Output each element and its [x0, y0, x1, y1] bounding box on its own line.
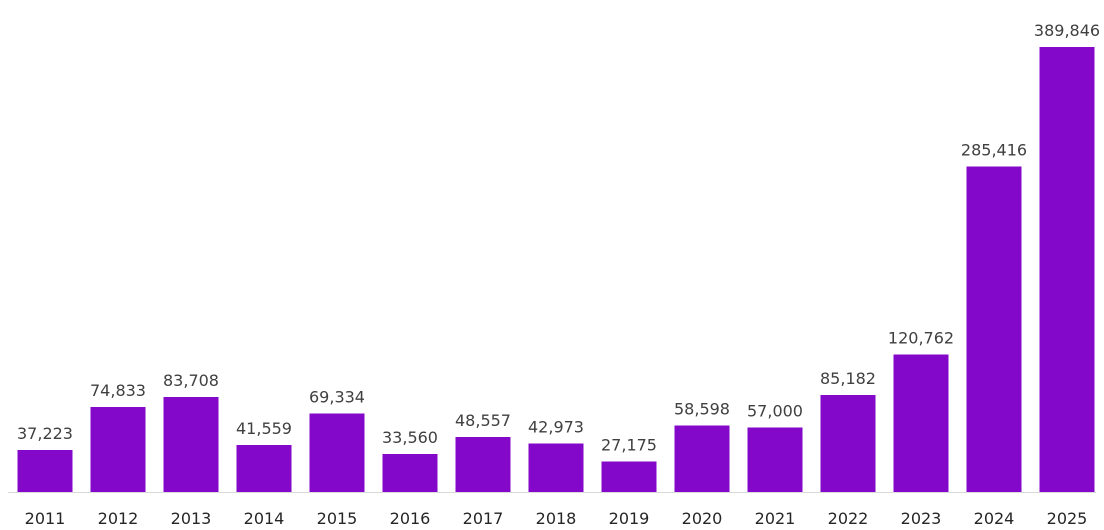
- bar-2013: [163, 396, 219, 493]
- value-label-2011: 37,223: [17, 424, 73, 443]
- x-tick-label-2012: 2012: [98, 509, 139, 528]
- x-tick-label-2025: 2025: [1047, 509, 1088, 528]
- bar-2011: [17, 450, 73, 493]
- bars-group: [17, 47, 1095, 493]
- value-label-2015: 69,334: [309, 387, 365, 406]
- x-tick-label-2022: 2022: [828, 509, 869, 528]
- x-tick-label-2024: 2024: [974, 509, 1015, 528]
- bar-2021: [747, 427, 803, 493]
- value-label-2018: 42,973: [528, 417, 584, 436]
- x-tick-label-2013: 2013: [171, 509, 212, 528]
- value-label-2024: 285,416: [961, 140, 1027, 159]
- x-tick-label-2016: 2016: [390, 509, 431, 528]
- bar-2022: [820, 395, 876, 493]
- x-tick-label-2023: 2023: [901, 509, 942, 528]
- x-tick-label-2019: 2019: [609, 509, 650, 528]
- value-label-2022: 85,182: [820, 369, 876, 388]
- bar-2020: [674, 425, 730, 493]
- bar-2015: [309, 413, 365, 493]
- x-tick-label-2018: 2018: [536, 509, 577, 528]
- bar-2019: [601, 461, 657, 493]
- bar-2025: [1039, 47, 1095, 493]
- x-tick-label-2015: 2015: [317, 509, 358, 528]
- x-tick-label-2011: 2011: [25, 509, 66, 528]
- value-label-2016: 33,560: [382, 428, 438, 447]
- value-labels-group: 37,223 74,833 83,708 41,559 69,334 33,560 48,5…: [17, 21, 1100, 454]
- value-label-2013: 83,708: [163, 371, 219, 390]
- value-label-2017: 48,557: [455, 411, 511, 430]
- value-label-2020: 58,598: [674, 400, 730, 419]
- bar-2017: [455, 437, 511, 493]
- value-label-2023: 120,762: [888, 329, 954, 348]
- value-label-2019: 27,175: [601, 435, 657, 454]
- x-tick-label-2017: 2017: [463, 509, 504, 528]
- value-label-2014: 41,559: [236, 419, 292, 438]
- bar-2023: [893, 354, 949, 493]
- bar-2014: [236, 445, 292, 493]
- bar-2024: [966, 166, 1022, 493]
- bar-2018: [528, 443, 584, 493]
- value-label-2021: 57,000: [747, 401, 803, 420]
- bar-2012: [90, 407, 146, 493]
- value-label-2012: 74,833: [90, 381, 146, 400]
- x-tick-label-2014: 2014: [244, 509, 285, 528]
- value-label-2025: 389,846: [1034, 21, 1100, 40]
- x-axis-tick-labels: 2011 2012 2013 2014 2015 2016 2017 2018 2019 2020…: [25, 509, 1088, 528]
- bar-2016: [382, 454, 438, 493]
- x-tick-label-2021: 2021: [755, 509, 796, 528]
- x-tick-label-2020: 2020: [682, 509, 723, 528]
